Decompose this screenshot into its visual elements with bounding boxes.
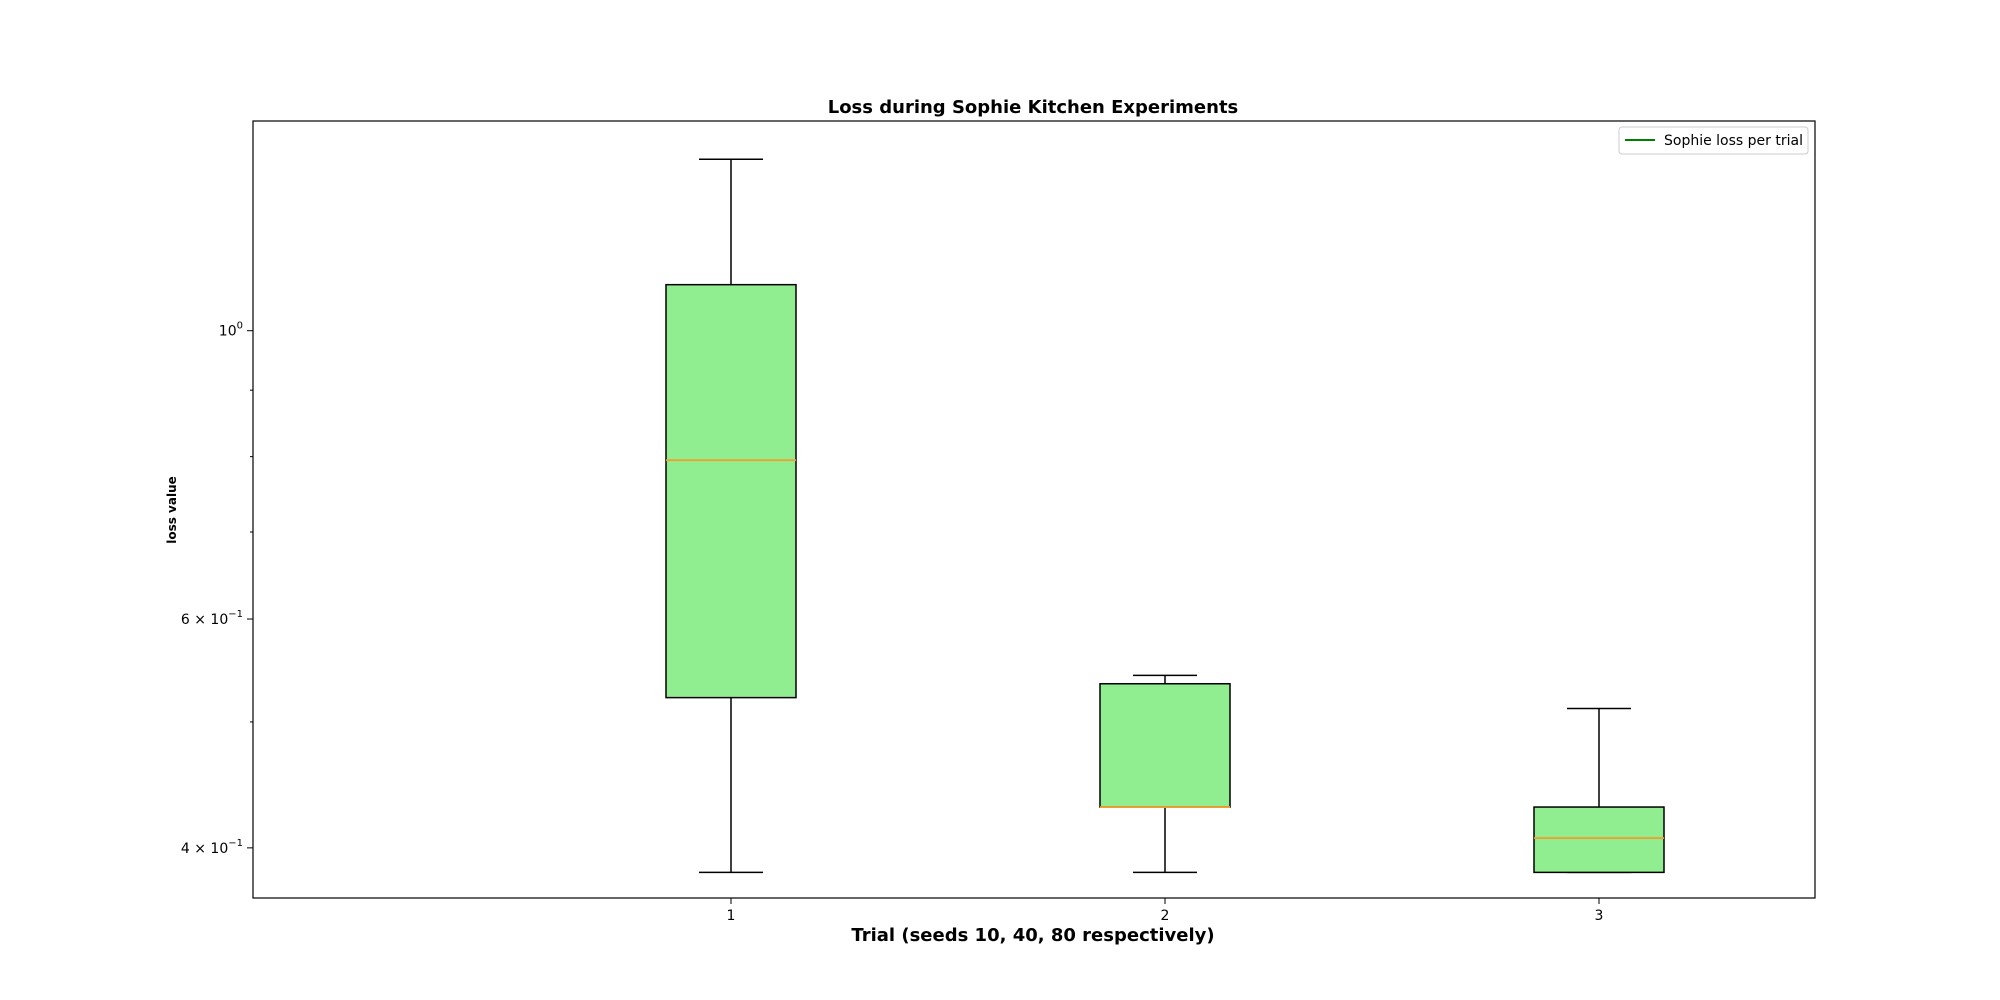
- legend: Sophie loss per trial: [1618, 126, 1809, 155]
- y-axis: 100 6 × 10−1 4 × 10−1: [181, 321, 253, 857]
- plot-area: [665, 158, 1665, 874]
- legend-box: [1618, 126, 1809, 155]
- box-body: [1099, 682, 1231, 808]
- y-tick-label: 4 × 10−1: [181, 838, 243, 857]
- box-body: [665, 283, 797, 699]
- box-1: [665, 158, 797, 874]
- x-axis: 1 2 3: [727, 898, 1604, 924]
- box-3: [1533, 707, 1665, 874]
- box-2: [1099, 674, 1231, 874]
- plot-frame: [252, 120, 1816, 899]
- y-axis-label: loss value: [165, 476, 179, 544]
- x-axis-label: Trial (seeds 10, 40, 80 respectively): [851, 925, 1214, 946]
- legend-label: Sophie loss per trial: [1664, 133, 1803, 149]
- x-tick-label: 2: [1161, 908, 1170, 924]
- y-tick-label: 6 × 10−1: [181, 609, 243, 628]
- box-body: [1533, 806, 1665, 874]
- x-tick-label: 3: [1595, 908, 1604, 924]
- x-tick-label: 1: [727, 908, 736, 924]
- chart-title: Loss during Sophie Kitchen Experiments: [828, 97, 1239, 118]
- y-tick-label: 100: [219, 321, 243, 340]
